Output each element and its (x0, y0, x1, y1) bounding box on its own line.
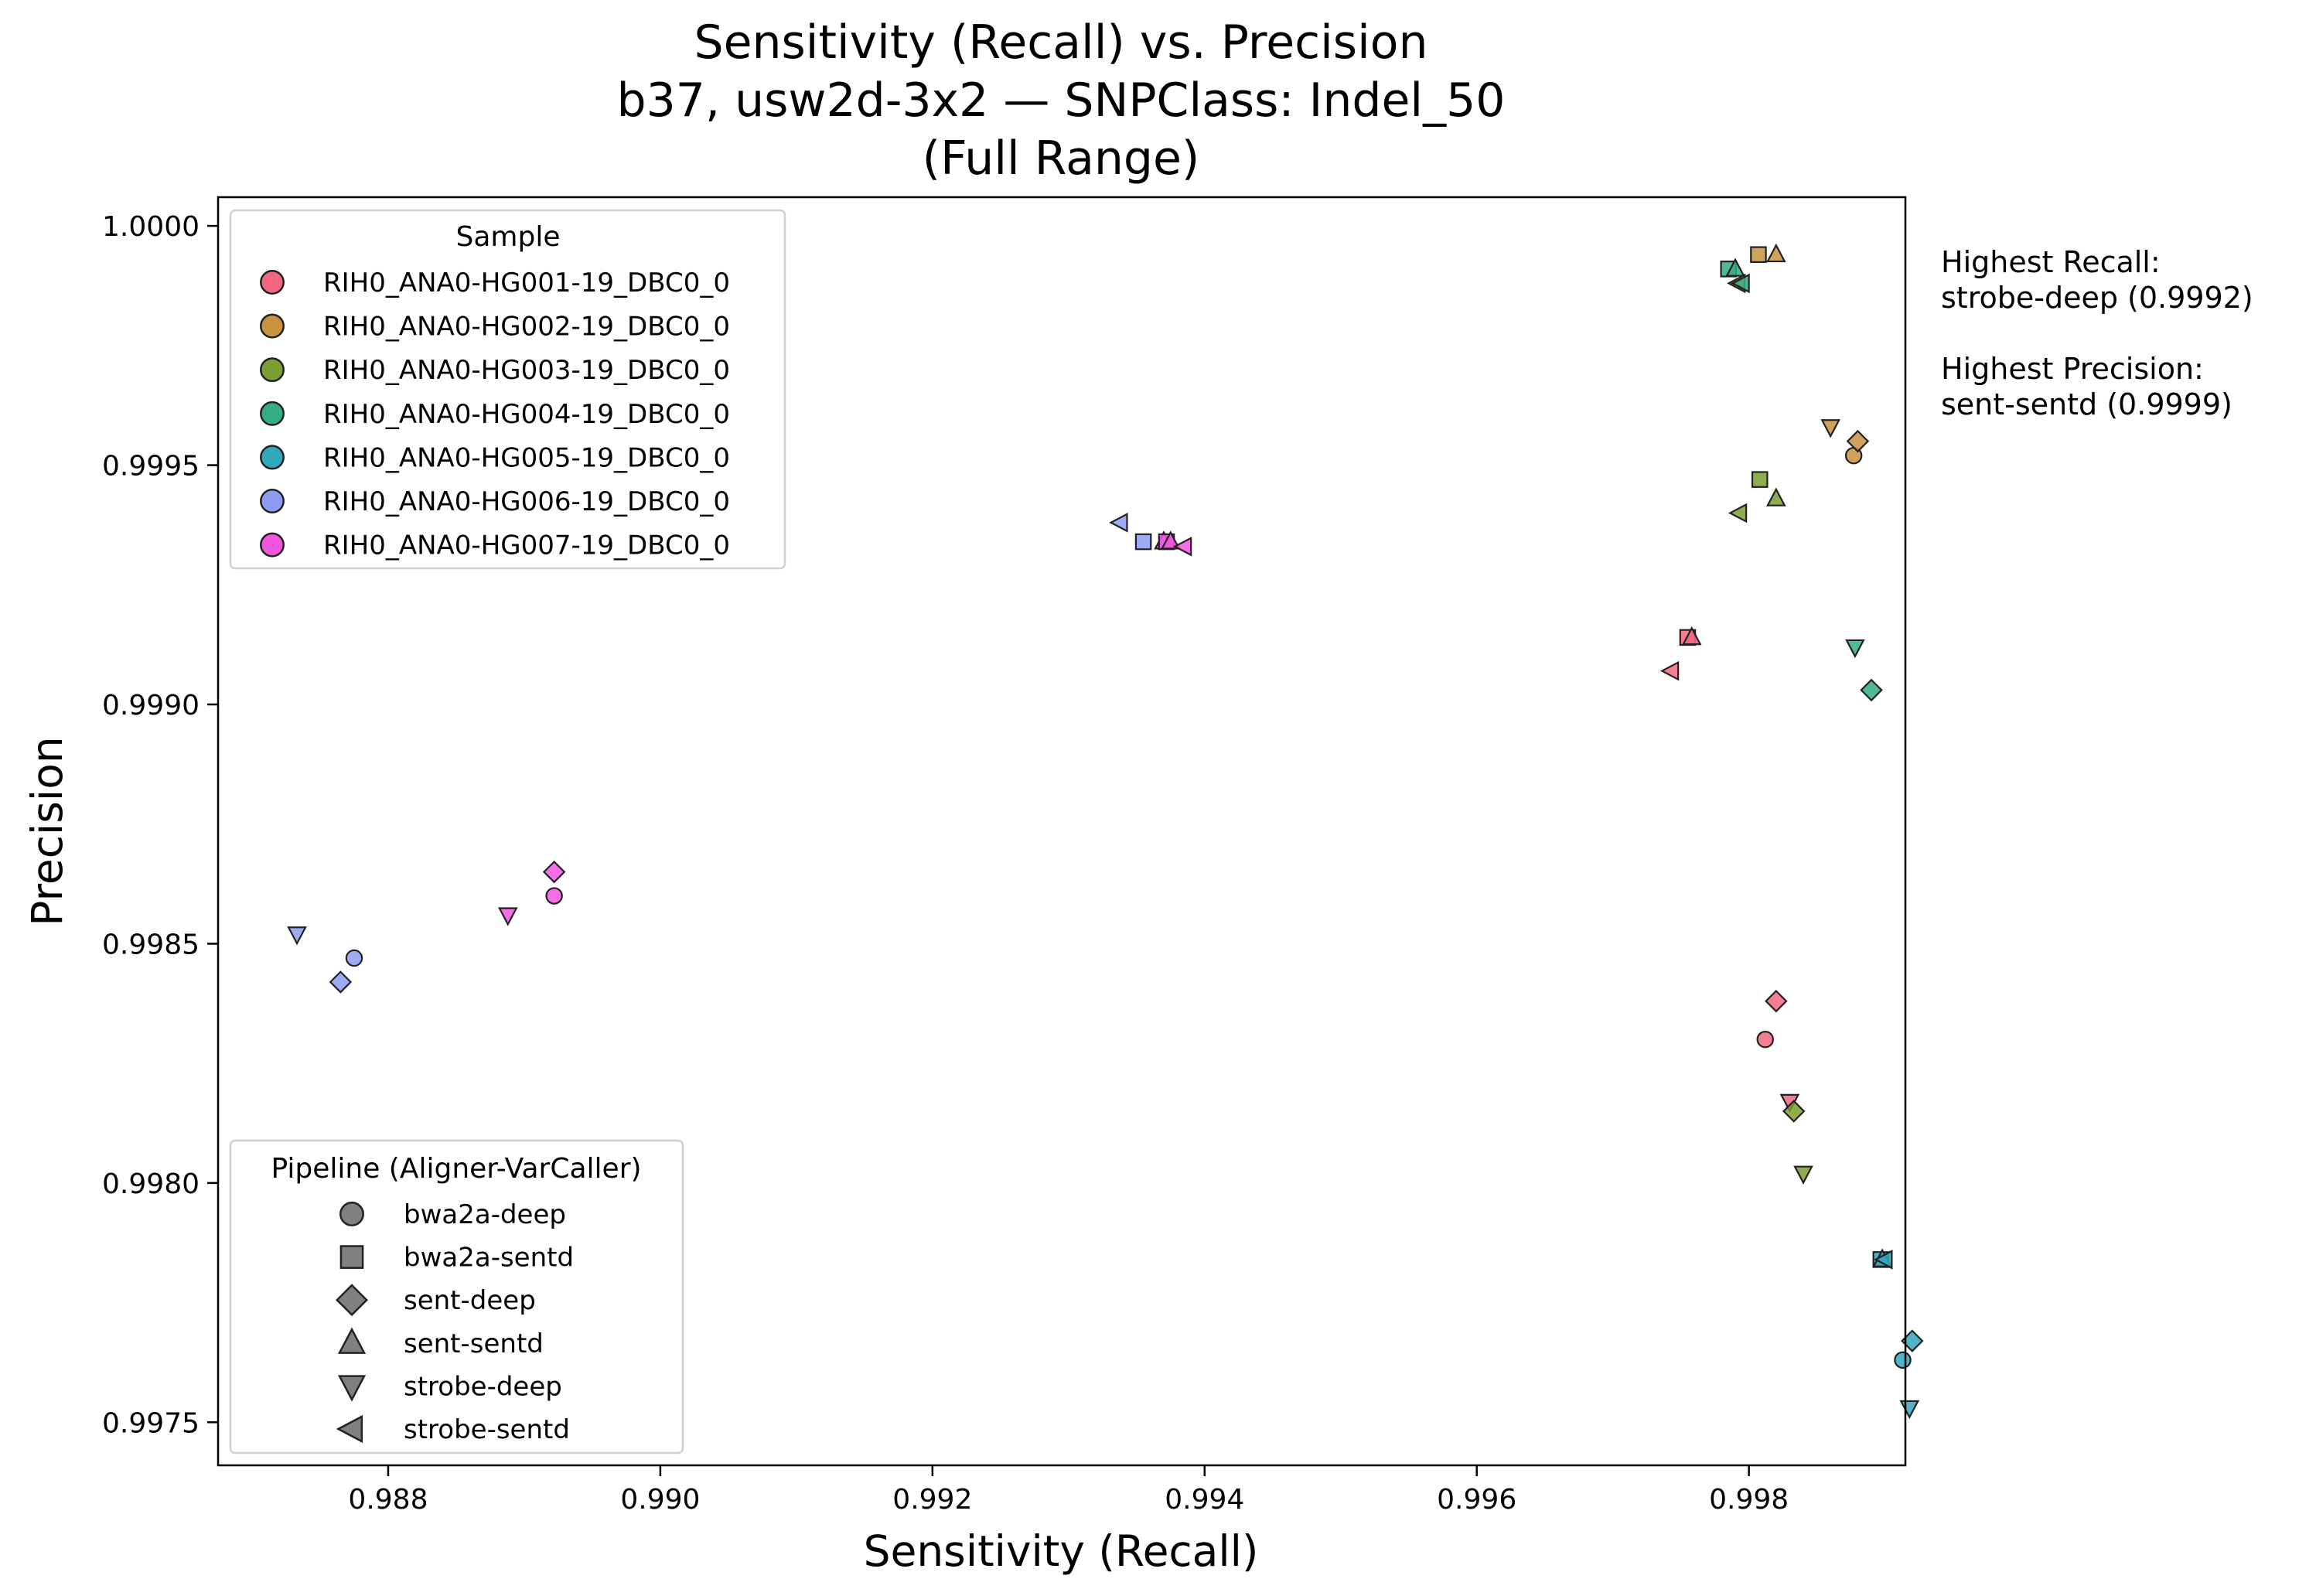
data-point-hg007-strobe-deep (497, 907, 518, 926)
y-tick-label: 0.9975 (102, 1407, 200, 1439)
x-tick-label: 0.992 (892, 1484, 972, 1516)
x-tick-label: 0.998 (1709, 1484, 1789, 1516)
x-tick-label: 0.990 (620, 1484, 700, 1516)
data-point-hg002-bwa2a-sentd (1750, 246, 1767, 264)
pipeline-legend: Pipeline (Aligner-VarCaller) bwa2a-deepb… (229, 1139, 684, 1454)
x-tick-label: 0.996 (1437, 1484, 1516, 1516)
sample-legend-marker (260, 313, 285, 339)
sample-legend-box (229, 209, 786, 570)
annotation-highest-precision-label: Highest Precision: (1941, 352, 2204, 386)
y-tick-label: 0.9980 (102, 1168, 200, 1200)
data-point-hg006-strobe-sentd (1109, 513, 1128, 533)
pipeline-legend-marker-strobe-sentd (336, 1414, 363, 1444)
sample-legend-label: RIH0_ANA0-HG001-19_DBC0_0 (323, 268, 730, 298)
data-point-hg001-sent-deep (1765, 989, 1788, 1013)
chart-title-line-3: (Full Range) (923, 131, 1200, 186)
annotation-box: Highest Recall: strobe-deep (0.9992) Hig… (1941, 245, 2253, 421)
data-point-hg003-sent-deep (1782, 1100, 1806, 1123)
sample-legend-marker (260, 489, 285, 513)
pipeline-legend-label: sent-deep (404, 1285, 536, 1316)
data-point-hg001-sent-sentd (1681, 626, 1702, 646)
pipeline-legend-entries: bwa2a-deep bwa2a-sentd sent-deep sent-sentd… (336, 1199, 574, 1445)
sample-legend-label: RIH0_ANA0-HG004-19_DBC0_0 (323, 399, 730, 430)
pipeline-legend-marker-strobe-deep (337, 1375, 367, 1402)
axes: 0.988 0.990 0.992 0.994 0.996 0.998 0.9975 0.99… (102, 211, 1789, 1516)
sample-legend-marker (260, 270, 285, 295)
data-point-hg001-bwa2a-deep (1756, 1030, 1774, 1049)
pipeline-legend-label: sent-sentd (404, 1328, 544, 1359)
data-point-hg006-bwa2a-sentd (1134, 533, 1152, 551)
y-axis-label: Precision (22, 736, 72, 926)
data-point-hg005-strobe-sentd (1874, 1250, 1893, 1270)
pipeline-legend-marker-bwa2a-deep (339, 1202, 364, 1226)
pipeline-legend-title: Pipeline (Aligner-VarCaller) (271, 1153, 641, 1185)
data-point-hg006-bwa2a-deep (345, 949, 363, 967)
x-tick-label: 0.988 (348, 1484, 428, 1516)
data-point-hg007-bwa2a-deep (545, 887, 563, 905)
pipeline-legend-marker-bwa2a-sentd (339, 1245, 364, 1269)
y-tick-label: 0.9985 (102, 929, 200, 960)
sample-legend-entries: RIH0_ANA0-HG001-19_DBC0_0 RIH0_ANA0-HG002… (260, 268, 730, 561)
sample-legend-marker (260, 532, 285, 558)
data-point-hg005-bwa2a-deep (1894, 1351, 1912, 1369)
data-point-hg004-sent-deep (1860, 678, 1883, 702)
data-point-hg003-strobe-sentd (1728, 503, 1748, 523)
y-tick-label: 1.0000 (102, 211, 200, 243)
data-point-hg004-strobe-deep (1845, 639, 1865, 659)
sample-legend-marker (260, 357, 285, 383)
sample-legend-marker (260, 401, 285, 426)
data-point-hg003-bwa2a-sentd (1751, 471, 1769, 488)
data-point-hg002-sent-sentd (1766, 243, 1786, 263)
sample-legend-marker (260, 445, 285, 470)
sample-legend-label: RIH0_ANA0-HG005-19_DBC0_0 (323, 442, 730, 473)
data-point-hg007-strobe-sentd (1172, 536, 1192, 557)
pipeline-legend-label: strobe-sentd (404, 1414, 570, 1445)
y-tick-label: 0.9995 (102, 451, 200, 483)
sample-legend: Sample RIH0_ANA0-HG001-19_DBC0_0RIH0_ANA… (229, 209, 786, 570)
pipeline-legend-label: strobe-deep (404, 1371, 562, 1402)
data-point-hg001-strobe-sentd (1659, 660, 1680, 681)
data-point-hg004-strobe-sentd (1731, 273, 1750, 294)
annotation-highest-precision-value: sent-sentd (0.9999) (1941, 387, 2232, 421)
data-point-hg002-sent-deep (1846, 429, 1870, 453)
annotation-highest-recall-value: strobe-deep (0.9992) (1941, 281, 2253, 315)
sample-legend-label: RIH0_ANA0-HG007-19_DBC0_0 (323, 530, 730, 561)
data-points (287, 243, 1924, 1420)
pipeline-legend-label: bwa2a-deep (404, 1199, 566, 1230)
data-point-hg002-strobe-deep (1820, 419, 1841, 438)
data-point-hg004-sent-sentd (1725, 257, 1745, 277)
sample-legend-label: RIH0_ANA0-HG006-19_DBC0_0 (323, 486, 730, 517)
data-point-hg003-strobe-deep (1793, 1165, 1813, 1185)
data-point-hg007-sent-deep (542, 860, 566, 884)
data-point-hg003-sent-sentd (1766, 487, 1786, 506)
pipeline-legend-marker-sent-sentd (337, 1327, 367, 1354)
annotation-highest-recall-label: Highest Recall: (1941, 245, 2161, 279)
sample-legend-title: Sample (456, 221, 561, 253)
chart-title-line-2: b37, usw2d-3x2 — SNPClass: Indel_50 (617, 73, 1506, 128)
x-axis-label: Sensitivity (Recall) (864, 1526, 1259, 1576)
data-point-hg006-strobe-deep (287, 926, 307, 946)
chart-title-line-1: Sensitivity (Recall) vs. Precision (694, 15, 1428, 70)
x-tick-label: 0.994 (1165, 1484, 1244, 1516)
y-tick-label: 0.9990 (102, 690, 200, 721)
pipeline-legend-marker-sent-deep (336, 1284, 368, 1317)
data-point-hg006-sent-deep (329, 970, 353, 994)
pipeline-legend-label: bwa2a-sentd (404, 1243, 574, 1274)
data-point-hg007-sent-sentd (1160, 530, 1181, 550)
sample-legend-label: RIH0_ANA0-HG003-19_DBC0_0 (323, 355, 730, 386)
plot-frame (217, 196, 1907, 1467)
sample-legend-label: RIH0_ANA0-HG002-19_DBC0_0 (323, 312, 730, 343)
